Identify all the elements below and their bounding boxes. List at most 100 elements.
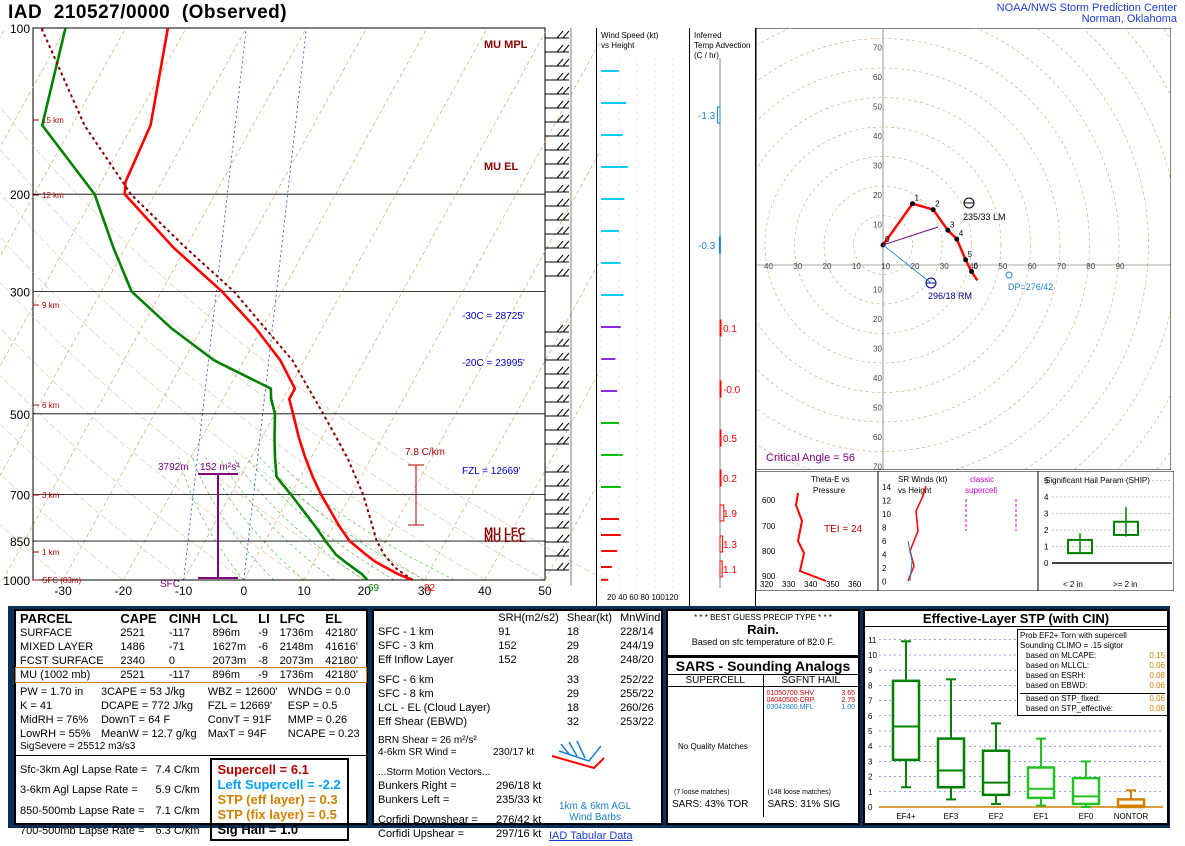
temp-adv-title1: Inferred: [694, 31, 722, 40]
srw-title2: vs Height: [898, 486, 932, 495]
temperature-label: 30: [418, 584, 432, 598]
parcel-body: SURFACE 2521 -117 896m -9 1736m 42180' MIXED LA…: [15, 626, 367, 683]
wind-barb-flag: [562, 492, 570, 501]
kin-cell: 228/14: [620, 626, 654, 638]
ship-tick: 3: [1044, 510, 1049, 519]
height-label: 1 km: [42, 548, 60, 557]
motion-value: 296/18 kt: [496, 780, 542, 792]
parcel-cell: 42180': [325, 655, 358, 667]
motion-label: Corfidi Downshear =: [378, 814, 478, 826]
motion-label: Bunkers Right =: [378, 780, 457, 792]
kin-cell: Eff Shear (EBWD): [378, 716, 468, 728]
height-label: 3 km: [42, 491, 60, 500]
wind-barb-flag: [562, 506, 570, 515]
wind-barb-flag: [562, 100, 570, 109]
ring-label: 20: [873, 315, 882, 324]
kin-cell: SFC - 3 km: [378, 640, 434, 652]
sars-col1: SUPERCELL: [668, 675, 764, 686]
srw-y-tick: 8: [882, 524, 887, 533]
parcel-cell: 2073m: [212, 655, 247, 667]
wind-barb-flag: [556, 436, 564, 445]
station-title: IAD 210527/0000 (Observed): [8, 2, 287, 24]
theta-e-panel: Theta-E vs Pressure TEI = 24 600 700 800 90…: [756, 471, 878, 591]
parcel-row: MIXED LAYER 1486 -71 1627m -6 2148m 41616': [16, 640, 366, 654]
temp-adv-bar: [719, 535, 724, 553]
theta-title1: Theta-E vs: [811, 475, 850, 484]
wind-barb-flag: [562, 534, 570, 543]
sars-col2: SGFNT HAIL: [781, 675, 841, 686]
stp-prob-row: based on MLCAPE: 0.15: [1020, 651, 1165, 661]
parcel-panel: PARCEL CAPE CINH LCL LI LFC EL SURFACE 2521 -117…: [14, 609, 368, 841]
wind-barb-flag: [556, 72, 564, 81]
precip-basis: Based on sfc temperature of 82.0 F.: [691, 637, 835, 647]
hodograph-point: [910, 201, 915, 207]
lapse-value: 7.1 C/km: [155, 804, 200, 817]
stp-y-tick: 6: [868, 712, 873, 721]
parcel-cell: -9: [258, 627, 268, 639]
stp-category-label: EF4+: [896, 812, 916, 821]
parcel-header-cell: PARCEL: [20, 611, 73, 626]
hodo-x-tick: 50: [998, 262, 1007, 271]
lapse-row: 850-500mb Lapse Rate = 7.1 C/km: [16, 801, 204, 821]
lapse-label: 700-500mb Lapse Rate =: [20, 824, 145, 837]
kin-header-blank: [374, 611, 494, 625]
sr-wind-46-value: 230/17 kt: [493, 747, 535, 758]
kinematics-panel: SRH(m2/s2)Shear(kt)MnWindSRW SFC - 1 km9…: [372, 609, 702, 840]
wind-barb-flag: [562, 408, 570, 417]
hodograph-point: [945, 227, 951, 233]
parcel-cell: 1736m: [279, 669, 314, 681]
parcel-header-cell: CAPE: [120, 611, 157, 626]
srw-y-tick: 6: [882, 537, 887, 546]
hodograph-point: [930, 207, 936, 213]
sars-match-row: 01050700.SHV 3.65: [767, 690, 856, 697]
height-label: SFC (83m): [42, 576, 81, 585]
wind-speed-panel: Wind Speed (kt) vs Height 20 40 60 80 10…: [596, 28, 690, 606]
temp-adv-value: 1.3: [723, 540, 737, 551]
storm-motion-table: Bunkers Right = 296/18 kt Bunkers Left = 23…: [374, 779, 545, 841]
wind-barb-flag: [562, 86, 570, 95]
tabular-data-link[interactable]: IAD Tabular Data: [549, 830, 633, 842]
wind-barb-flag: [562, 268, 570, 277]
temp-adv-value: -0.0: [723, 385, 741, 396]
ship-cat2: >= 2 in: [1113, 580, 1137, 589]
kin-cell: 29: [566, 640, 580, 652]
height-label: 15 km: [42, 116, 64, 125]
temp-adv-value: 1.1: [723, 565, 737, 576]
stp-prob-label: based on MLLCL:: [1026, 661, 1090, 670]
wind-barb-flag: [556, 422, 564, 431]
srw-y-tick: 10: [882, 510, 891, 519]
kin-cell: 248/20: [620, 654, 654, 666]
dewpoint-line: [40, 27, 369, 581]
srw-0-2km-trace: [907, 485, 927, 582]
lapse-value: 6.3 C/km: [155, 824, 200, 837]
wind-barb-flag: [556, 156, 564, 165]
dry-adiabat: [0, 106, 600, 578]
ship-tick: 5: [1044, 477, 1049, 486]
motion-row: Corfidi Upshear = 297/16 kt: [374, 827, 545, 841]
stp-prob-label: based on STP_fixed:: [1026, 694, 1101, 703]
param-row: K = 41 DCAPE = 772 J/kg FZL = 12669' ESP = …: [16, 699, 366, 713]
stp-box: [981, 749, 1011, 797]
wind-barb-flag: [556, 352, 564, 361]
stp-box: [936, 737, 966, 789]
skewt-frame: [32, 27, 546, 581]
stp-y-tick: 2: [868, 773, 873, 782]
kin-cell: SFC - 8 km: [378, 688, 434, 700]
wind-barb-flag: [562, 212, 570, 221]
kin-cell: 255/22: [620, 688, 654, 700]
srw-title1: SR Winds (kt): [898, 475, 948, 484]
inflow-vector: [882, 244, 932, 284]
parcel-cell: -117: [168, 627, 191, 639]
wind-barb-flag: [556, 128, 564, 137]
pressure-label: 700: [10, 488, 30, 502]
sars-no-match: No Quality Matches: [678, 742, 748, 751]
hodo-x-tick: 40: [969, 262, 978, 271]
sars-match-score: 2.75: [841, 697, 855, 704]
kin-cell: 18: [566, 702, 580, 714]
stp-panel: Effective-Layer STP (with CIN) 11 10 9 8 7 6 5…: [863, 609, 1169, 825]
precip-panel: * * * BEST GUESS PRECIP TYPE * * * Rain.…: [666, 609, 860, 657]
mu-mpl-label: MU MPL: [484, 39, 528, 51]
param-cell: PW = 1.70 in: [20, 686, 84, 698]
